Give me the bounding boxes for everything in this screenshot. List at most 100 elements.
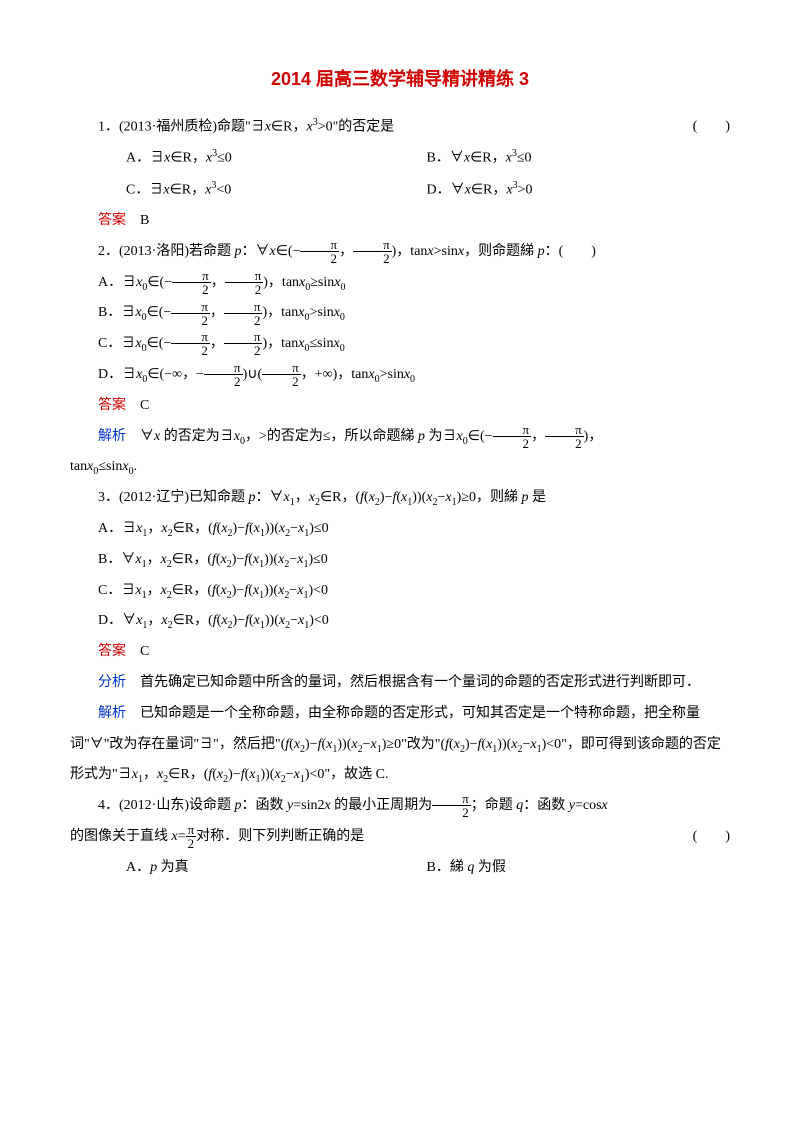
text: ))( <box>265 613 279 628</box>
text: ∈R，( <box>168 767 208 782</box>
text: ，>的否定为≤，所以命题綈 <box>245 429 418 444</box>
text: =sin2 <box>293 798 324 813</box>
text: C．∃ <box>98 336 135 351</box>
text: = <box>178 829 186 844</box>
text: ∈(− <box>147 275 172 290</box>
var-f: f <box>213 613 217 628</box>
text: A．∃ <box>98 521 136 536</box>
text: =cos <box>575 798 602 813</box>
text: ≤0 <box>217 151 232 166</box>
q2-opt-d: D．∃x0∈(−∞，−π2)∪(π2，+∞)，tanx0>sinx0 <box>70 360 730 391</box>
var-p: p <box>235 244 242 259</box>
text: 的最小正周期为 <box>331 798 433 813</box>
text: ， <box>147 613 161 628</box>
text: ， <box>143 767 157 782</box>
text: A．∃ <box>98 275 136 290</box>
frac-pi-2: π2 <box>300 238 339 265</box>
text: . <box>134 459 138 474</box>
text: )≤0 <box>309 521 328 536</box>
var-f: f <box>445 737 449 752</box>
text: ∀ <box>126 429 154 444</box>
text: ， <box>211 275 225 290</box>
text: 是 <box>528 490 546 505</box>
text: ， <box>339 244 353 259</box>
opt-b: B．∀ <box>427 151 464 166</box>
text: 2．(2013·洛阳)若命题 <box>98 244 235 259</box>
text: ， <box>210 336 224 351</box>
var-p: p <box>249 490 256 505</box>
text: ≤sin <box>309 336 333 351</box>
text: ， <box>147 583 161 598</box>
text: )≥0"改为"( <box>382 737 445 752</box>
var-f: f <box>208 767 212 782</box>
text: − <box>290 521 298 536</box>
text: ))( <box>260 767 274 782</box>
text: ：函数 <box>523 798 569 813</box>
text: )，tan <box>262 305 298 320</box>
frac-pi-2: π2 <box>172 269 211 296</box>
text: )，tan <box>263 275 299 290</box>
text: ∈(− <box>147 336 172 351</box>
sub: 0 <box>340 343 345 354</box>
text: ∈R， <box>170 182 206 197</box>
text: )− <box>233 521 246 536</box>
text: 对称．则下列判断正确的是 <box>196 829 364 844</box>
var-p: p <box>235 798 242 813</box>
page-title: 2014 届高三数学辅导精讲精练 3 <box>70 60 730 100</box>
frac-pi-2: π2 <box>204 361 243 388</box>
text: 为假 <box>474 860 506 875</box>
frac-pi-2: π2 <box>224 330 263 357</box>
text: ，则命题綈 <box>464 244 538 259</box>
q1-opts-ab: A．∃x∈R，x3≤0 B．∀x∈R，x3≤0 <box>70 143 730 174</box>
sub: 0 <box>340 312 345 323</box>
text: )<0"，故选 C. <box>305 767 389 782</box>
text: >0 <box>518 182 533 197</box>
text: ∈R，( <box>172 583 212 598</box>
q3-explain: 解析 已知命题是一个全称命题，由全称命题的否定形式，可知其否定是一个特称命题，把… <box>70 699 730 791</box>
text: ∈R，( <box>173 521 213 536</box>
text: ：∀ <box>242 244 270 259</box>
var-f: f <box>244 552 248 567</box>
text: >sin <box>380 367 404 382</box>
q4-opts-ab: A．p 为真 B．綈 q 为假 <box>70 853 730 884</box>
text: ∈(− <box>147 305 172 320</box>
text: 4．(2012·山东)设命题 <box>98 798 235 813</box>
opt-a: A． <box>126 860 150 875</box>
frac-pi-2: π2 <box>262 361 301 388</box>
var-f: f <box>212 552 216 567</box>
text: ))( <box>265 521 279 536</box>
text: ∈R， <box>271 119 307 134</box>
sub: 0 <box>410 374 415 385</box>
text: 1．(2013·福州质检)命题"∃ <box>98 119 265 134</box>
q2-answer: 答案 C <box>70 391 730 422</box>
q1-answer: 答案 B <box>70 206 730 237</box>
text: <0 <box>216 182 231 197</box>
text: ∈R， <box>470 151 506 166</box>
text: )≤0 <box>308 552 327 567</box>
text: ， <box>295 490 309 505</box>
q3-answer: 答案 C <box>70 637 730 668</box>
frac-pi-2: π2 <box>545 423 584 450</box>
var-f: f <box>285 737 289 752</box>
q3-stem: 3．(2012·辽宁)已知命题 p：∀x1，x2∈R，(f(x2)−f(x1))… <box>70 483 730 514</box>
q3-opt-a: A．∃x1，x2∈R，(f(x2)−f(x1))(x2−x1)≤0 <box>70 514 730 545</box>
analysis-label: 分析 <box>98 675 126 690</box>
q1-opts-cd: C．∃x∈R，x3<0 D．∀x∈R，x3>0 <box>70 175 730 206</box>
text: )，tan <box>262 336 298 351</box>
text: ：∀ <box>256 490 284 505</box>
opt-b: B．綈 <box>427 860 468 875</box>
text: ≥sin <box>310 275 334 290</box>
answer-label: 答案 <box>98 213 126 228</box>
text: ∈R，( <box>320 490 360 505</box>
text: B．∀ <box>98 552 135 567</box>
text: ∈(− <box>468 429 493 444</box>
q3-analysis: 分析 首先确定已知命题中所含的量词，然后根据含有一个量词的命题的否定形式进行判断… <box>70 668 730 699</box>
text: ∈R， <box>471 182 507 197</box>
text: 为真 <box>157 860 189 875</box>
text: )，tan <box>392 244 428 259</box>
text: ∈R，( <box>173 613 213 628</box>
text: B．∃ <box>98 305 135 320</box>
text: )− <box>228 767 241 782</box>
q2-opt-b: B．∃x0∈(−π2，π2)，tanx0>sinx0 <box>70 298 730 329</box>
text: ))( <box>264 552 278 567</box>
